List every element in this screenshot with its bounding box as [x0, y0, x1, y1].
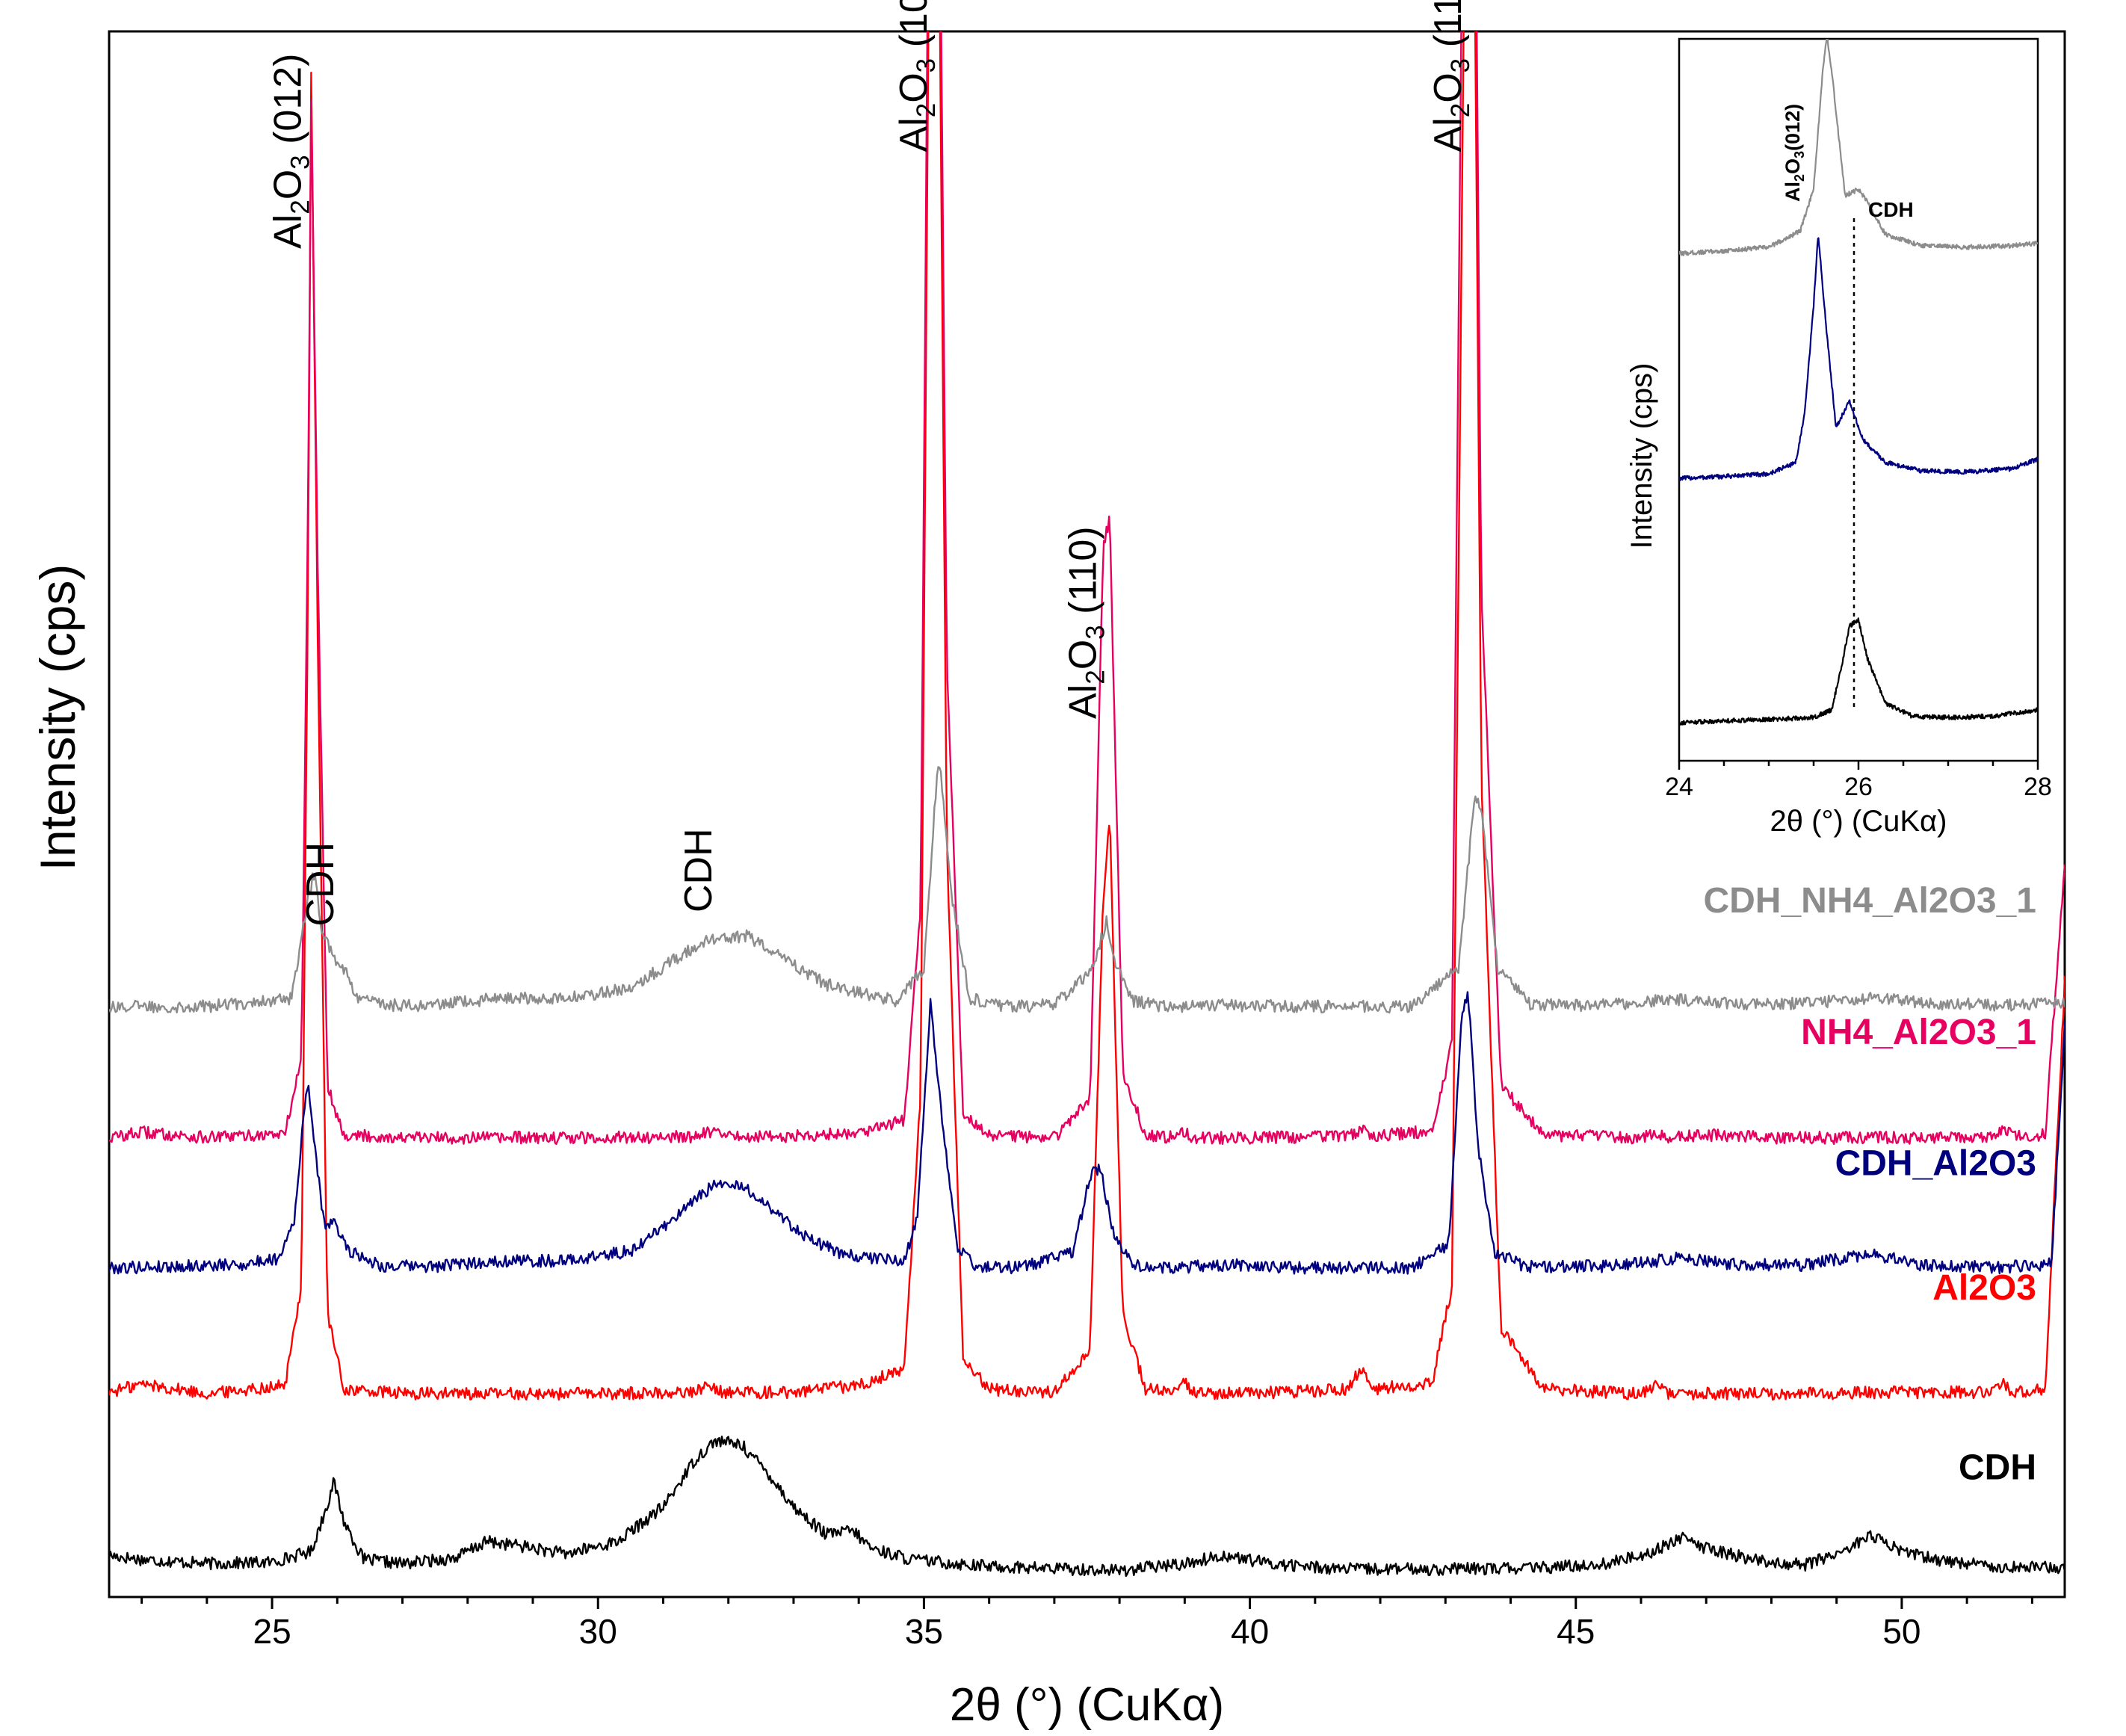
peak-annotation: CDH: [299, 842, 342, 927]
inset-series-line-cdh-nh4-al2o3-1: [1679, 39, 2038, 256]
series-line-cdh-nh4-al2o3-1: [109, 766, 2065, 1014]
x-tick-label: 30: [579, 1612, 617, 1651]
inset-series-line-cdh-al2o3: [1679, 237, 2038, 482]
inset-y-axis-label: Intensity (cps): [1625, 363, 1658, 549]
inset-annotation-cdh: CDH: [1868, 198, 1914, 221]
inset-series-line-cdh: [1679, 617, 2038, 726]
series-line-cdh-al2o3: [109, 991, 2065, 1275]
inset-chart: 24 26 28 2θ (°) (CuKα) Intensity (cps) Al2O3(…: [1625, 37, 2052, 838]
inset-x-tick-label: 24: [1665, 773, 1693, 801]
series-line-cdh: [109, 1436, 2065, 1578]
inset-x-tick-label: 28: [2024, 773, 2052, 801]
inset-series-group: [1679, 39, 2038, 726]
y-axis-label: Intensity (cps): [30, 564, 85, 871]
inset-x-axis-label: 2θ (°) (CuKα): [1770, 805, 1947, 838]
series-line-al2o3: [109, 31, 2065, 1401]
inset-plot-frame: [1678, 37, 2039, 762]
legend-label: NH4_Al2O3_1: [1801, 1013, 2036, 1052]
x-tick-label: 50: [1882, 1612, 1920, 1651]
x-tick-label: 40: [1231, 1612, 1269, 1651]
x-tick-label: 45: [1557, 1612, 1595, 1651]
peak-annotation: Al2O3 (012): [266, 54, 315, 249]
main-chart: 25 30 35 40 45 50 2θ (°) (CuKα) Intensity (cps)…: [30, 0, 2066, 1731]
peak-annotation: CDH: [677, 828, 720, 912]
legend-label: Al2O3: [1932, 1268, 2036, 1308]
x-tick-label: 35: [905, 1612, 943, 1651]
inset-annotation-al2o3-012: Al2O3(012): [1782, 104, 1807, 202]
peak-annotation: Al2O3 (104): [892, 0, 941, 152]
x-axis-label: 2θ (°) (CuKα): [950, 1679, 1224, 1731]
inset-x-tick-label: 26: [1844, 773, 1873, 801]
peak-annotation: Al2O3 (113): [1427, 0, 1475, 152]
x-tick-label: 25: [253, 1612, 291, 1651]
peak-annotation: Al2O3 (110): [1062, 526, 1110, 719]
main-series-group: [109, 31, 2065, 1578]
series-line-nh4-al2o3-1: [109, 31, 2065, 1146]
legend-label: CDH: [1959, 1448, 2036, 1488]
legend-label: CDH_Al2O3: [1835, 1144, 2036, 1184]
main-plot-frame: [108, 30, 2066, 1598]
legend-label: CDH_NH4_Al2O3_1: [1703, 881, 2036, 921]
